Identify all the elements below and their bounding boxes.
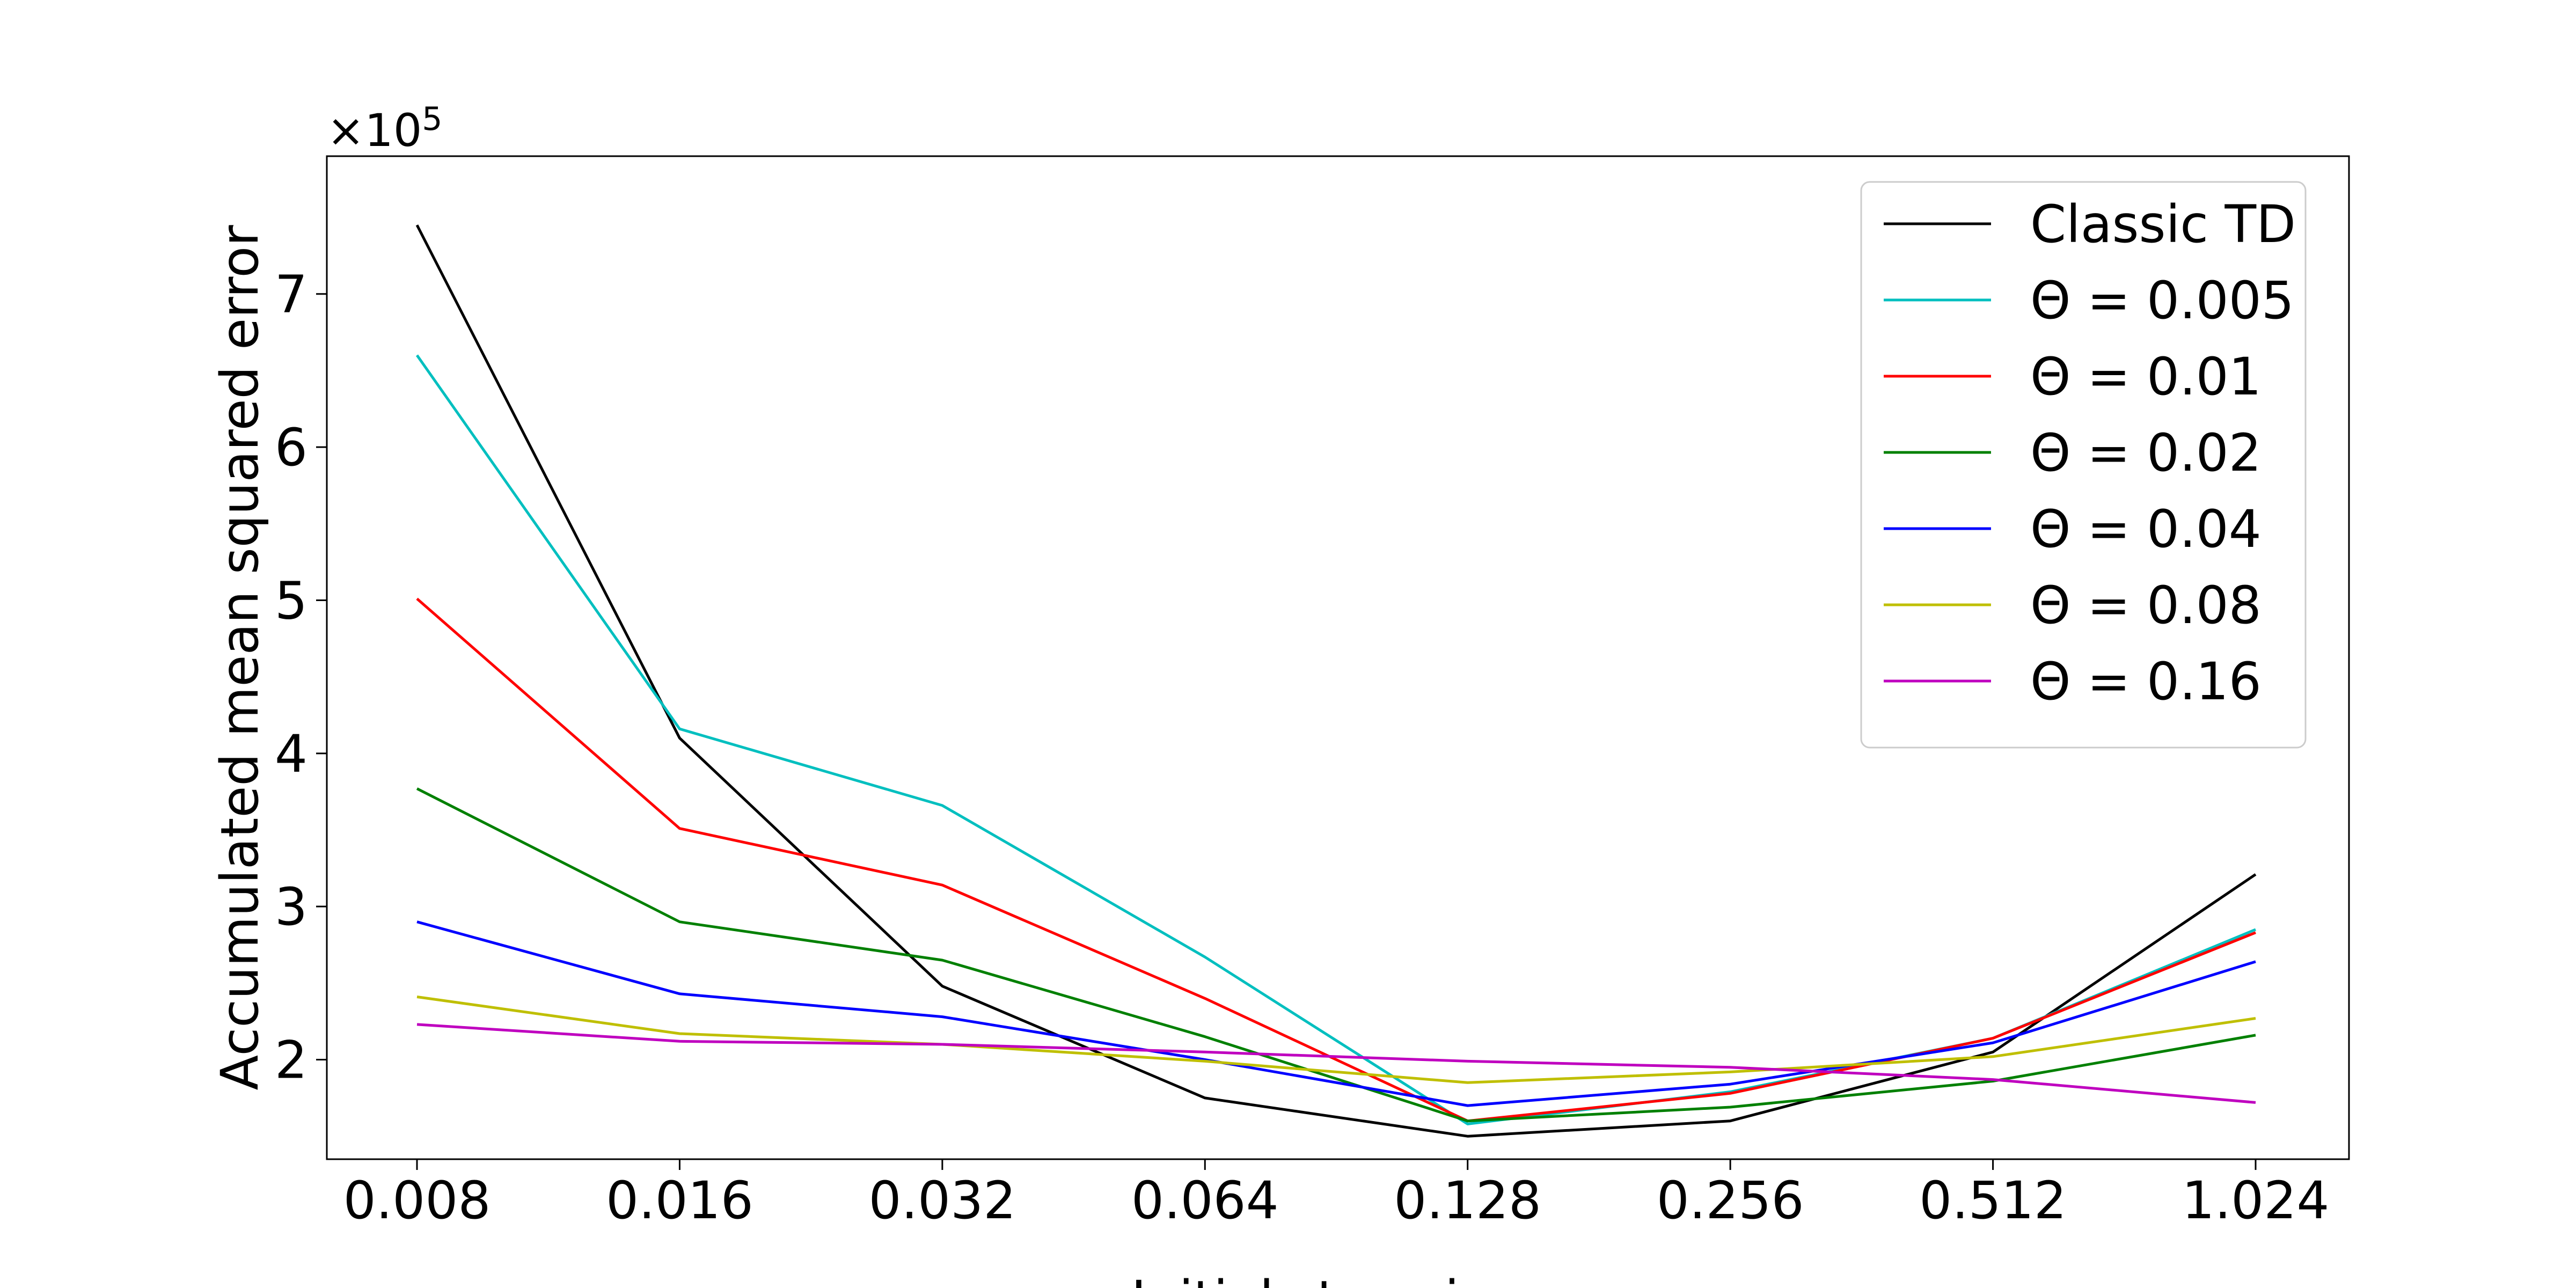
legend-label: Θ = 0.08 — [2030, 575, 2262, 635]
x-axis-label: Initial step sizes — [1131, 1270, 1545, 1288]
x-tick-label: 0.064 — [1131, 1170, 1279, 1231]
y-scale-base: ×10 — [327, 104, 422, 157]
series-line — [415, 224, 2257, 1138]
legend-label: Θ = 0.04 — [2030, 499, 2262, 559]
series-line — [416, 597, 2256, 1123]
legend-label: Θ = 0.01 — [2030, 347, 2262, 407]
legend-label: Θ = 0.02 — [2030, 423, 2262, 483]
x-tick-label: 1.024 — [2182, 1170, 2330, 1231]
legend-label: Classic TD — [2030, 194, 2296, 254]
y-tick-label: 4 — [275, 724, 308, 784]
x-tick-label: 0.032 — [868, 1170, 1016, 1231]
y-tick-label: 7 — [275, 265, 308, 325]
y-tick-label: 3 — [275, 877, 308, 937]
y-axis-label: Accumulated mean squared error — [210, 225, 270, 1091]
series-line — [416, 787, 2256, 1123]
y-tick-label: 5 — [275, 570, 308, 631]
y-scale-exponent: 5 — [422, 100, 442, 138]
y-tick-label: 6 — [275, 418, 308, 478]
series-lines — [415, 224, 2257, 1138]
x-tick-label: 0.008 — [343, 1170, 491, 1231]
y-tick-label: 2 — [275, 1030, 308, 1091]
x-tick-label: 0.256 — [1657, 1170, 1804, 1231]
axis-ticks: 0.008 0.016 0.032 0.064 0.128 0.256 0.512 1.024… — [275, 265, 2329, 1231]
series-line — [416, 920, 2256, 1107]
plot-frame — [326, 155, 2350, 1160]
x-tick-label: 0.016 — [606, 1170, 753, 1231]
legend-label: Θ = 0.16 — [2030, 652, 2262, 712]
x-tick-label: 0.512 — [1919, 1170, 2067, 1231]
legend-label: Θ = 0.005 — [2030, 270, 2294, 331]
series-line — [416, 1023, 2256, 1104]
series-line — [416, 996, 2256, 1084]
y-scale-multiplier: ×105 — [327, 100, 442, 157]
legend: Classic TD Θ = 0.005 Θ = 0.01 Θ = 0.02 Θ = 0… — [1860, 181, 2307, 749]
x-tick-label: 0.128 — [1394, 1170, 1541, 1231]
